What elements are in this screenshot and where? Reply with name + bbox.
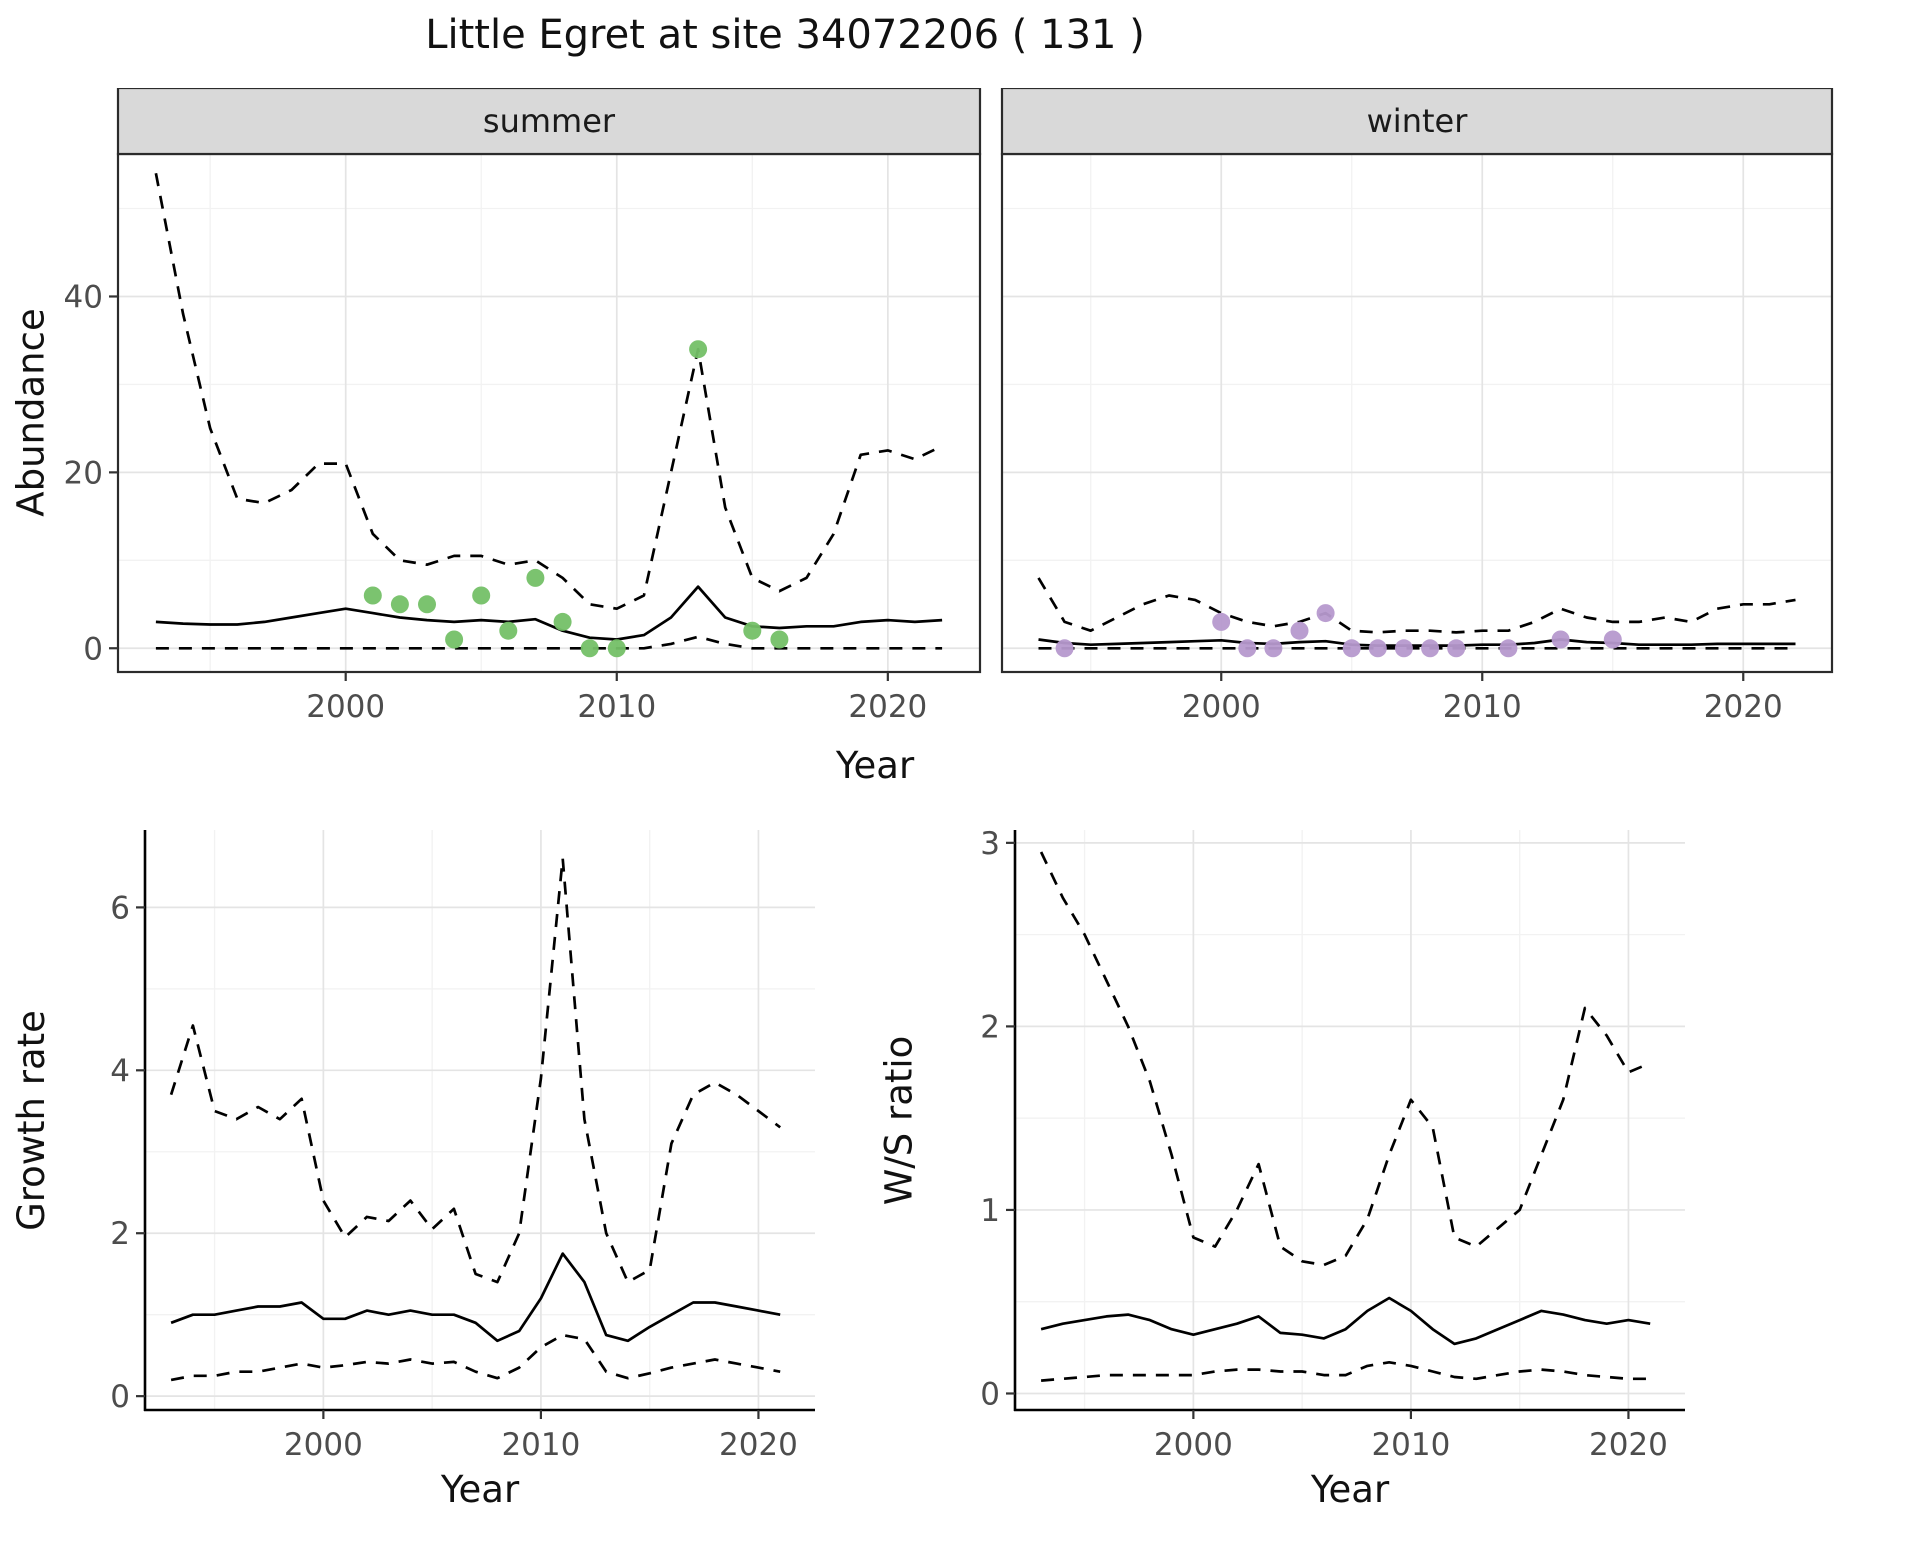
- x-tick-label: 2010: [577, 689, 656, 725]
- winter-observations-point: [1499, 639, 1518, 658]
- summer-observations-point: [445, 630, 464, 649]
- summer-observations-point: [363, 586, 382, 605]
- summer-observations-point: [689, 340, 708, 359]
- summer-observations-point: [580, 639, 599, 658]
- figure-title: Little Egret at site 34072206 ( 131 ): [425, 12, 1145, 58]
- abundance-winter-chart: 2000 2010 2020 winter: [1000, 88, 1834, 725]
- y-tick-label: 4: [110, 1053, 130, 1089]
- winter-observations-point: [1603, 630, 1622, 649]
- abundance-winter-mean-line: [1038, 638, 1796, 647]
- y-tick-label: 3: [980, 826, 1000, 862]
- summer-observations-point: [607, 639, 626, 658]
- panel-background: [118, 154, 980, 672]
- y-tick-label: 6: [110, 890, 130, 926]
- summer-observations-point: [499, 621, 518, 640]
- winter-observations-point: [1290, 621, 1309, 640]
- y-tick-label: 0: [110, 1379, 130, 1415]
- x-tick-label: 2020: [719, 1427, 798, 1463]
- summer-observations-point: [472, 586, 491, 605]
- x-tick-label: 2020: [848, 689, 927, 725]
- y-tick-label: 0: [83, 631, 103, 667]
- x-tick-label: 2010: [501, 1427, 580, 1463]
- y-tick-label: 40: [64, 279, 103, 315]
- summer-observations-point: [390, 595, 409, 614]
- winter-observations-point: [1316, 604, 1335, 623]
- facet-strip: [1000, 88, 1834, 156]
- winter-observations-point: [1264, 639, 1283, 658]
- x-tick-label: 2010: [1371, 1427, 1450, 1463]
- ws-ratio-x-axis-title: Year: [1310, 1468, 1390, 1511]
- x-tick-label: 2020: [1589, 1427, 1668, 1463]
- panel-background: [1015, 830, 1685, 1410]
- winter-observations-point: [1368, 639, 1387, 658]
- abundance-summer-mean-line: [155, 585, 943, 641]
- facet-strip-label: winter: [1367, 102, 1469, 140]
- ws-ratio-y-axis-title: W/S ratio: [872, 850, 926, 1390]
- growth-rate-upper-ci-line: [169, 857, 782, 1284]
- x-tick-label: 2000: [284, 1427, 363, 1463]
- x-tick-label: 2020: [1704, 689, 1783, 725]
- winter-observations-point: [1421, 639, 1440, 658]
- winter-observations-point: [1447, 639, 1466, 658]
- winter-observations-point: [1551, 630, 1570, 649]
- top-x-axis-title: Year: [835, 744, 915, 787]
- panel-background: [1002, 154, 1832, 672]
- growth-rate-x-axis-title: Year: [440, 1468, 520, 1511]
- ws-ratio-upper-ci-line: [1039, 851, 1651, 1267]
- growth-rate-y-axis-title-text: Growth rate: [9, 1009, 53, 1231]
- summer-observations-point: [743, 621, 762, 640]
- ws-ratio-chart: 2000 2010 2020 0 1 2 3: [980, 826, 1685, 1463]
- winter-observations-point: [1342, 639, 1361, 658]
- facet-strip-label: summer: [483, 102, 616, 140]
- abundance-summer-lower-ci-line: [155, 635, 943, 650]
- summer-observations-point: [553, 612, 572, 631]
- y-tick-label: 0: [980, 1376, 1000, 1412]
- winter-observations-point: [1238, 639, 1257, 658]
- y-tick-label: 2: [980, 1009, 1000, 1045]
- summer-observations-point: [526, 568, 545, 587]
- facet-strip: [116, 88, 982, 156]
- ws-ratio-y-axis-title-text: W/S ratio: [877, 1035, 921, 1205]
- panel-background: [145, 830, 815, 1410]
- summer-observations-point: [418, 595, 436, 614]
- ws-ratio-mean-line: [1040, 1296, 1651, 1346]
- growth-rate-chart: 2000 2010 2020 0 2 4 6: [110, 830, 815, 1463]
- x-tick-label: 2000: [306, 689, 385, 725]
- ws-ratio-lower-ci-line: [1040, 1360, 1651, 1382]
- summer-observations-point: [770, 630, 789, 649]
- growth-rate-mean-line: [170, 1252, 781, 1343]
- x-tick-label: 2000: [1154, 1427, 1233, 1463]
- abundance-summer-chart: 2000 2010 2020 0 20 40 summer: [64, 88, 982, 725]
- y-tick-label: 20: [64, 455, 103, 491]
- winter-observations-point: [1394, 639, 1413, 658]
- x-tick-label: 2010: [1443, 689, 1522, 725]
- growth-rate-lower-ci-line: [170, 1333, 781, 1382]
- y-tick-label: 1: [980, 1193, 1000, 1229]
- winter-observations-point: [1212, 612, 1231, 631]
- x-tick-label: 2000: [1182, 689, 1261, 725]
- winter-observations-point: [1055, 639, 1074, 658]
- abundance-winter-upper-ci-line: [1037, 577, 1796, 634]
- y-tick-label: 2: [110, 1216, 130, 1252]
